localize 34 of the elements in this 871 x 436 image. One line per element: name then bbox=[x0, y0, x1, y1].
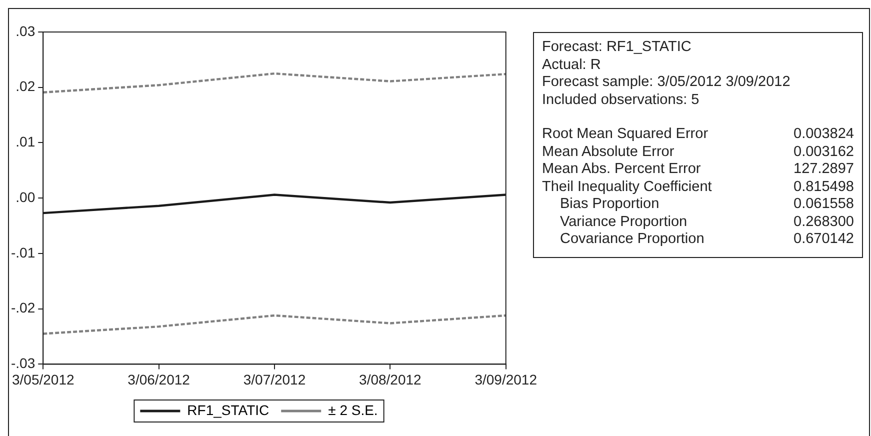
text: Actual: R bbox=[542, 56, 602, 74]
legend-label: RF1_STATIC bbox=[187, 402, 270, 418]
text: 0.670142 bbox=[794, 231, 854, 248]
text: 0.003162 bbox=[794, 144, 854, 161]
text: Mean Abs. Percent Error bbox=[542, 161, 701, 178]
text: 0.061558 bbox=[794, 196, 854, 214]
text: Included observations: 5 bbox=[542, 92, 700, 109]
line-series bbox=[42, 314, 507, 335]
text: Bias Proportion bbox=[559, 196, 660, 214]
y-tick-label: .02 bbox=[16, 78, 36, 94]
y-tick-label: .03 bbox=[16, 22, 36, 39]
text: Theil Inequality Coefficient bbox=[542, 178, 712, 196]
text: Mean Absolute Error bbox=[542, 144, 674, 161]
y-tick-label: .01 bbox=[16, 134, 36, 150]
text: Covariance Proportion bbox=[559, 231, 704, 248]
y-tick-label: -.02 bbox=[11, 300, 36, 316]
text: 0.003824 bbox=[794, 126, 854, 144]
x-tick-label: 3/07/2012 bbox=[243, 371, 306, 388]
y-tick-label: -.03 bbox=[11, 355, 36, 372]
text: 0.268300 bbox=[794, 214, 854, 231]
legend-label: ± 2 S.E. bbox=[328, 402, 378, 418]
y-tick-label: .00 bbox=[16, 188, 36, 205]
x-tick-label: 3/05/2012 bbox=[12, 371, 74, 388]
text: Root Mean Squared Error bbox=[542, 126, 708, 144]
text: Forecast sample: 3/05/2012 3/09/2012 bbox=[542, 74, 792, 92]
x-tick-label: 3/09/2012 bbox=[474, 371, 538, 388]
text: 127.2897 bbox=[794, 161, 854, 178]
text: Forecast: RF1_STATIC bbox=[542, 39, 692, 56]
x-tick-label: 3/06/2012 bbox=[128, 371, 190, 388]
line-series bbox=[42, 72, 507, 94]
text: 0.815498 bbox=[794, 178, 854, 196]
y-tick-label: -.01 bbox=[11, 244, 36, 260]
x-tick-label: 3/08/2012 bbox=[359, 371, 422, 388]
text: Variance Proportion bbox=[559, 214, 688, 231]
